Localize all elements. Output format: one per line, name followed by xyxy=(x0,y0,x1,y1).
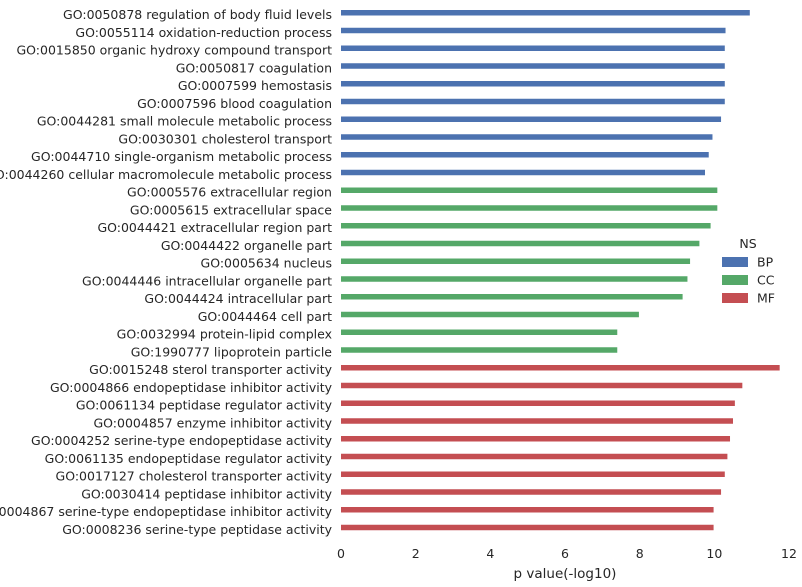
x-axis-label: p value(-log10) xyxy=(514,566,617,582)
bar-mf xyxy=(341,453,728,460)
bar-bp xyxy=(341,134,713,140)
category-label: GO:0044424 intracellular part xyxy=(144,291,332,306)
bar-cc xyxy=(341,329,618,335)
bar-mf xyxy=(341,365,780,371)
category-label: GO:0004857 enzyme inhibitor activity xyxy=(93,415,332,430)
bar-bp xyxy=(341,98,725,105)
category-label: GO:0050817 coagulation xyxy=(176,60,332,75)
category-label: GO:0005576 extracellular region xyxy=(127,185,332,200)
x-tick-label: 2 xyxy=(412,546,420,561)
bar-bp xyxy=(341,63,725,69)
bar-cc xyxy=(341,223,711,229)
category-label: GO:0004252 serine-type endopeptidase act… xyxy=(31,433,333,448)
bars-layer xyxy=(341,10,780,531)
category-label: GO:0044281 small molecule metabolic proc… xyxy=(37,114,332,129)
legend-swatch-mf xyxy=(722,293,748,303)
legend-label-cc: CC xyxy=(757,273,775,288)
category-label: GO:0050878 regulation of body fluid leve… xyxy=(63,7,332,22)
category-label: GO:0044260 cellular macromolecule metabo… xyxy=(0,167,332,182)
legend-label-bp: BP xyxy=(757,255,774,270)
bar-bp xyxy=(341,27,726,34)
category-labels: GO:0050878 regulation of body fluid leve… xyxy=(0,7,333,537)
bar-bp xyxy=(341,10,750,16)
x-tick-label: 10 xyxy=(706,546,722,561)
bar-mf xyxy=(341,400,735,406)
bar-cc xyxy=(341,240,700,247)
legend-label-mf: MF xyxy=(757,291,775,306)
category-label: GO:0015248 sterol transporter activity xyxy=(89,362,332,377)
bar-mf xyxy=(341,524,714,531)
category-label: GO:0044710 single-organism metabolic pro… xyxy=(31,149,332,164)
category-label: GO:1990777 lipoprotein particle xyxy=(131,344,333,359)
category-label: GO:0061135 endopeptidase regulator activ… xyxy=(45,451,333,466)
bar-cc xyxy=(341,294,683,300)
bar-cc xyxy=(341,347,618,353)
category-label: GO:0032994 protein-lipid complex xyxy=(117,327,332,342)
legend-swatch-bp xyxy=(722,257,748,267)
category-label: GO:0005615 extracellular space xyxy=(130,202,332,217)
bar-bp xyxy=(341,45,725,51)
bar-cc xyxy=(341,258,691,264)
legend: NS BP CC MF xyxy=(722,236,775,306)
x-tick-label: 4 xyxy=(486,546,494,561)
bar-cc xyxy=(341,187,718,193)
bar-cc xyxy=(341,311,639,318)
category-label: GO:0007599 hemostasis xyxy=(178,78,332,93)
category-label: GO:0008236 serine-type peptidase activit… xyxy=(62,522,332,537)
category-label: GO:0030414 peptidase inhibitor activity xyxy=(81,486,332,501)
x-tick-label: 12 xyxy=(781,546,797,561)
x-axis-ticks: 0 2 4 6 8 10 12 xyxy=(337,546,797,561)
category-label: GO:0030301 cholesterol transport xyxy=(118,131,332,146)
bar-mf xyxy=(341,418,733,424)
bar-bp xyxy=(341,116,722,122)
category-label: GO:0015850 organic hydroxy compound tran… xyxy=(16,43,332,58)
category-label: GO:0004866 endopeptidase inhibitor activ… xyxy=(50,380,333,395)
category-label: GO:0044422 organelle part xyxy=(161,238,332,253)
bar-bp xyxy=(341,152,709,158)
category-label: GO:0017127 cholesterol transporter activ… xyxy=(56,469,333,484)
bar-cc xyxy=(341,276,688,282)
bar-cc xyxy=(341,205,718,211)
x-tick-label: 6 xyxy=(561,546,569,561)
legend-title: NS xyxy=(739,236,756,251)
bar-bp xyxy=(341,81,725,87)
bar-mf xyxy=(341,507,714,513)
category-label: GO:0044446 intracellular organelle part xyxy=(82,273,332,288)
category-label: GO:0061134 peptidase regulator activity xyxy=(76,398,333,413)
bar-mf xyxy=(341,489,722,495)
bar-mf xyxy=(341,471,725,477)
x-tick-label: 0 xyxy=(337,546,345,561)
bar-bp xyxy=(341,169,705,176)
bar-mf xyxy=(341,436,731,442)
category-label: GO:0044421 extracellular region part xyxy=(97,220,332,235)
legend-swatch-cc xyxy=(722,275,748,285)
category-label: GO:0007596 blood coagulation xyxy=(137,96,332,111)
category-label: GO:0044464 cell part xyxy=(198,309,332,324)
category-label: GO:0004867 serine-type endopeptidase inh… xyxy=(0,504,333,519)
category-label: GO:0055114 oxidation-reduction process xyxy=(75,25,332,40)
x-tick-label: 8 xyxy=(636,546,644,561)
category-label: GO:0005634 nucleus xyxy=(201,256,332,271)
bar-mf xyxy=(341,382,743,389)
